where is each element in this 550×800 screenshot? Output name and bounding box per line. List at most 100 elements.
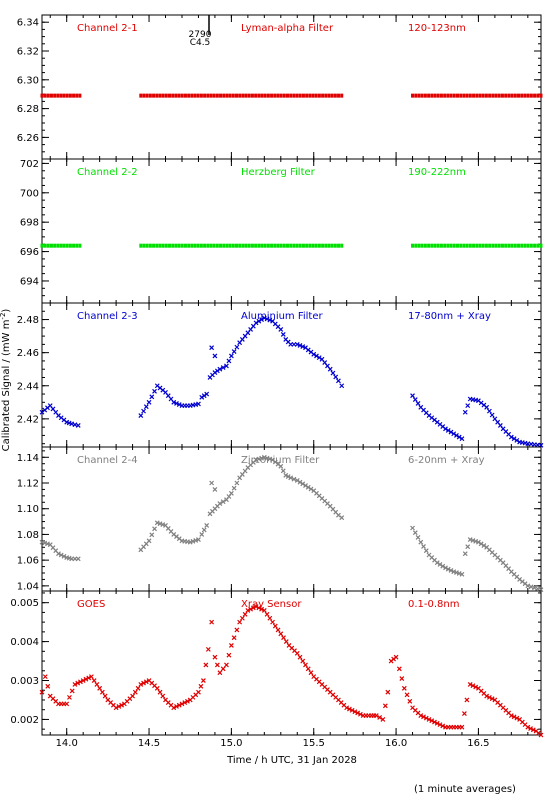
data-point — [149, 532, 155, 538]
data-point — [190, 93, 194, 98]
data-point — [75, 556, 81, 562]
data-point — [245, 608, 251, 613]
data-point — [64, 701, 70, 707]
data-point — [324, 93, 328, 98]
data-point — [65, 93, 69, 98]
data-point — [224, 662, 229, 668]
data-point — [143, 679, 149, 685]
x-tick-label: 15.5 — [303, 738, 325, 749]
data-point — [488, 93, 492, 98]
data-point — [234, 480, 240, 486]
data-point — [478, 243, 482, 248]
data-point — [139, 243, 143, 248]
data-point — [321, 243, 325, 248]
data-point — [529, 243, 533, 248]
data-point — [300, 658, 306, 664]
data-point — [196, 401, 201, 407]
data-point — [511, 436, 517, 442]
data-point — [56, 93, 60, 98]
data-point — [155, 243, 159, 248]
y-tick-label: 1.04 — [17, 581, 39, 592]
data-point — [382, 703, 388, 709]
data-point — [300, 344, 306, 350]
data-point — [523, 243, 527, 248]
data-point — [62, 93, 66, 98]
data-point — [393, 654, 399, 660]
data-point — [237, 619, 243, 625]
data-point — [481, 93, 485, 98]
x-tick-label: 14.0 — [56, 738, 78, 749]
data-point — [439, 93, 443, 98]
data-point — [193, 93, 197, 98]
data-point — [465, 93, 469, 98]
data-point — [152, 526, 157, 532]
data-point — [420, 93, 424, 98]
data-point — [285, 474, 291, 479]
data-point — [130, 693, 136, 699]
data-point — [349, 707, 355, 713]
data-point — [531, 585, 537, 591]
data-point — [214, 662, 220, 668]
data-point — [171, 243, 175, 248]
data-point — [297, 654, 303, 660]
panel-2: 694 696 698 700 702 Channel 2-2 Herzberg Filte… — [20, 158, 543, 304]
data-point — [231, 349, 237, 354]
data-point — [68, 243, 72, 248]
data-point — [279, 243, 283, 248]
series-5 — [410, 525, 465, 577]
data-point — [301, 93, 305, 98]
data-point — [317, 93, 321, 98]
data-point — [462, 93, 466, 98]
data-point — [472, 93, 476, 98]
data-point — [430, 243, 434, 248]
data-point — [222, 243, 226, 248]
data-point — [72, 243, 76, 248]
data-point — [417, 93, 421, 98]
data-point — [282, 243, 286, 248]
panel-band-label: 17-80nm + Xray — [408, 311, 491, 322]
data-point — [511, 714, 517, 720]
data-point — [357, 711, 363, 717]
data-point — [273, 93, 277, 98]
data-point — [78, 243, 82, 248]
data-point — [228, 93, 232, 98]
panel-4: 1.04 1.06 1.08 1.10 1.12 1.14 Channel 2-4 Zirco… — [17, 446, 544, 592]
data-point — [177, 243, 181, 248]
data-point — [272, 623, 278, 629]
data-point — [415, 535, 421, 540]
data-point — [116, 704, 122, 709]
data-point — [187, 93, 191, 98]
data-point — [472, 243, 476, 248]
data-point — [215, 93, 219, 98]
data-point — [443, 243, 447, 248]
data-point — [196, 537, 201, 542]
data-point — [529, 93, 533, 98]
data-point — [53, 93, 57, 98]
panel-channel-label: Channel 2-3 — [77, 311, 138, 322]
data-point — [470, 683, 476, 689]
data-point — [219, 243, 223, 248]
data-point — [199, 532, 205, 537]
data-point — [308, 486, 314, 492]
data-point — [154, 685, 160, 691]
data-point — [514, 715, 520, 721]
series-1 — [39, 539, 81, 562]
data-point — [434, 720, 440, 726]
data-point — [311, 243, 315, 248]
data-point — [72, 93, 76, 98]
data-point — [132, 689, 138, 695]
data-point — [155, 93, 159, 98]
data-point — [102, 693, 108, 699]
data-point — [260, 243, 264, 248]
y-tick-label: 1.06 — [17, 556, 39, 567]
data-point — [305, 484, 311, 490]
data-point — [174, 704, 179, 709]
data-point — [261, 315, 267, 321]
data-point — [421, 714, 426, 720]
data-point — [75, 243, 79, 248]
data-point — [220, 499, 226, 505]
data-point — [539, 243, 543, 248]
data-point — [138, 413, 144, 418]
panel-channel-label: GOES — [77, 599, 105, 610]
data-point — [440, 723, 446, 729]
